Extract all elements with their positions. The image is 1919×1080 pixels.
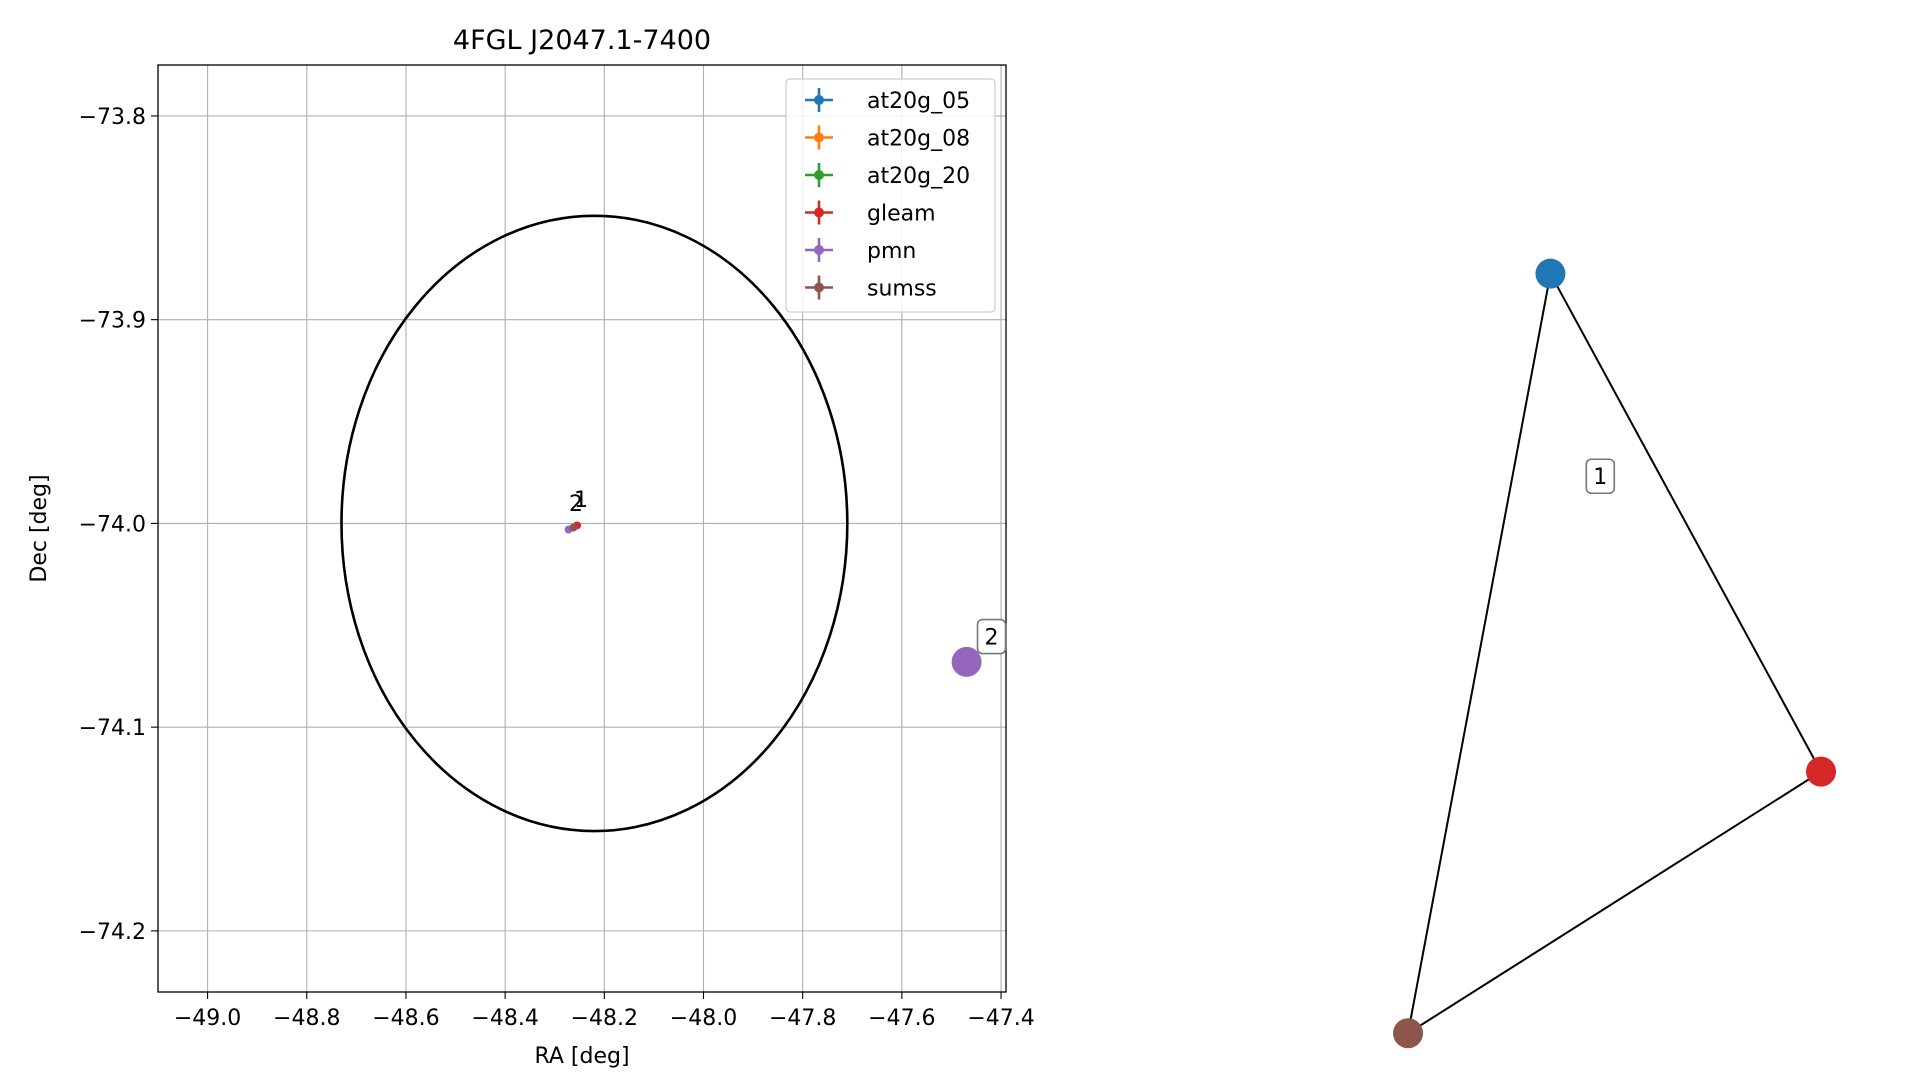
x-tick-label: −48.0 [670,1006,737,1031]
x-axis-ticks: −49.0 −48.8 −48.6 −48.4 −48.2 −48.0 −47.8 −47.6… [174,992,1035,1031]
legend-label-at20g_05: at20g_05 [867,89,970,114]
legend-marker-dot-sumss [814,282,824,293]
y-tick-label: −73.9 [79,309,146,334]
x-tick-label: −48.2 [571,1006,638,1031]
point-sumss [569,523,578,532]
legend-label-at20g_08: at20g_08 [867,127,970,152]
annotation-label: 1 [574,488,588,513]
x-tick-label: −48.8 [273,1006,340,1031]
network-edge [1549,273,1822,773]
network-node-red [1806,756,1836,787]
x-tick-label: −48.4 [471,1006,538,1031]
legend-label-sumss: sumss [867,277,937,302]
axes-frame [157,64,1007,993]
x-axis-label: RA [deg] [534,1044,629,1069]
network-edges [1407,273,1822,1035]
x-tick-label: −47.4 [967,1006,1034,1031]
network-label-text: 1 [1593,465,1607,490]
y-axis-label: Dec [deg] [27,474,52,582]
network-node-brown [1393,1018,1424,1049]
scatter-panel: 12 −49.0 −48.8 −48.6 −48.4 −48.2 −48.0 −47.8 −4… [27,25,1035,1069]
legend-marker-dot-at20g_20 [814,170,824,180]
network-label-text: 2 [985,626,999,651]
y-tick-label: −74.2 [79,920,146,945]
y-tick-label: −73.8 [79,105,146,130]
y-axis-ticks: −73.8 −73.9 −74.0 −74.1 −74.2 [79,105,158,945]
network-edge [1407,770,1822,1035]
annotation-layer: 12 [569,488,588,517]
chart-title: 4FGL J2047.1-7400 [453,25,711,56]
network-edge [1407,273,1552,1034]
x-tick-label: −47.8 [769,1006,836,1031]
network-labels: 12 [976,458,1616,655]
error-ellipse-layer [340,214,849,833]
scatter-points-layer [564,521,582,534]
error-ellipse [340,214,849,833]
legend-label-pmn: pmn [867,239,916,264]
x-tick-label: −49.0 [174,1006,241,1031]
legend-box [785,78,996,313]
x-tick-label: −48.6 [372,1006,439,1031]
y-tick-label: −74.0 [79,512,146,537]
network-label-box [1585,458,1616,495]
legend-label-gleam: gleam [867,202,936,227]
grid-lines [158,65,1006,992]
legend-marker-dot-at20g_05 [814,95,824,105]
network-nodes [951,258,1836,1049]
legend-marker-dot-at20g_08 [814,132,824,143]
y-tick-label: −74.1 [79,716,146,741]
legend-marker-dot-gleam [814,207,824,218]
network-label-box [976,618,1007,655]
network-node-purple [951,646,982,677]
x-tick-label: −47.6 [868,1006,935,1031]
network-panel: 12 [951,258,1836,1049]
legend-label-at20g_20: at20g_20 [867,164,970,189]
network-node-blue [1535,258,1566,289]
legend-marker-dot-pmn [814,245,824,255]
annotation-label: 2 [569,492,583,517]
